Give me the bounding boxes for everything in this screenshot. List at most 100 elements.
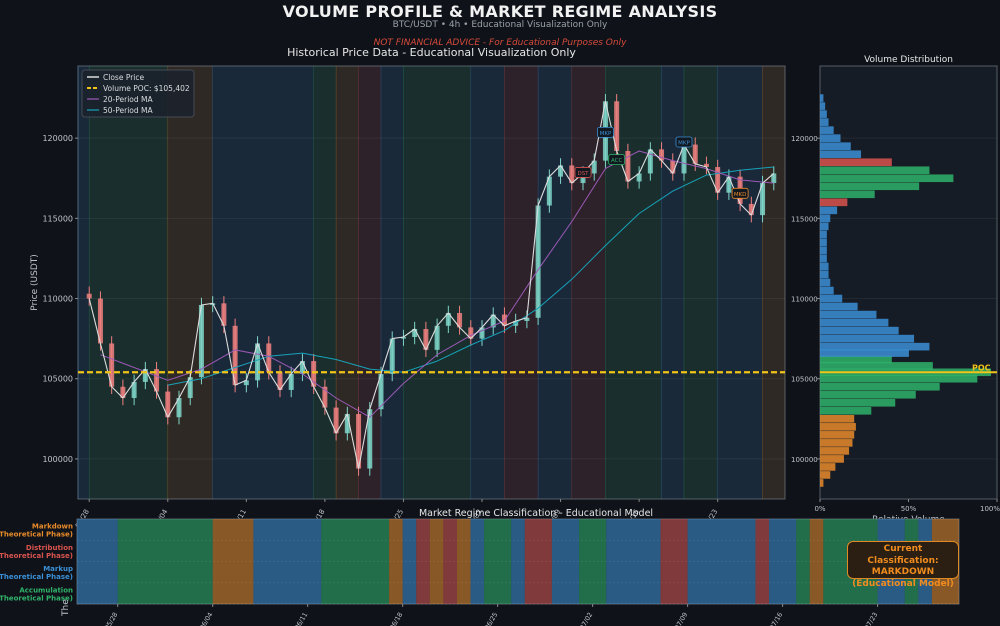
candle-body xyxy=(198,304,204,378)
price-panel-title: Historical Price Data - Educational Visu… xyxy=(287,46,576,59)
price-legend: Close Price Volume POC: $105,402 20-Period… xyxy=(81,69,195,118)
regime-segment-distribution xyxy=(416,519,430,604)
price-ytick-label: 100000 xyxy=(42,455,73,464)
regime-category-label: Theoretical Phase) xyxy=(0,552,73,560)
volume-bar xyxy=(820,270,829,279)
regime-segment-accumulation xyxy=(579,519,607,604)
regime-band-accumulation xyxy=(403,66,471,499)
legend-box xyxy=(81,69,195,118)
candle-body xyxy=(277,372,283,390)
candle-body xyxy=(412,329,418,338)
regime-segment-markup xyxy=(687,519,756,604)
candle-body xyxy=(176,397,182,418)
regime-band-markup xyxy=(661,66,684,499)
legend-entry: 20-Period MA xyxy=(103,95,153,104)
volume-bar xyxy=(820,230,827,239)
annotation-box xyxy=(675,136,693,148)
volume-bar xyxy=(820,439,853,447)
candle-body xyxy=(726,176,732,193)
volume-panel-title: Volume Distribution xyxy=(864,55,953,65)
volume-bar xyxy=(820,94,824,102)
volume-bar xyxy=(820,390,916,399)
badge-line-1: Current Classification: xyxy=(867,544,939,566)
volume-ytick-label: 100000 xyxy=(791,456,818,464)
annotation-acc: ACC xyxy=(608,154,626,166)
candle-body xyxy=(692,144,698,164)
annotation-box xyxy=(574,167,592,178)
candle-body xyxy=(580,173,586,184)
volume-bar xyxy=(820,406,872,415)
candle-body xyxy=(434,325,440,350)
volume-bar xyxy=(820,126,834,134)
legend-entry: Close Price xyxy=(103,73,144,82)
candle-body xyxy=(636,173,642,182)
regime-segment-accumulation xyxy=(321,519,390,604)
volume-bar xyxy=(820,142,851,150)
candle-body xyxy=(109,343,115,387)
regime-xtick-label: 07/16 xyxy=(768,611,784,626)
volume-bar xyxy=(820,166,930,175)
volume-bar xyxy=(820,118,829,126)
candle-body xyxy=(659,149,665,161)
candle-body xyxy=(165,391,171,418)
candle-body xyxy=(715,167,721,193)
badge-line-2: MARKDOWN xyxy=(871,567,935,577)
candle-body xyxy=(681,144,687,174)
volume-bar xyxy=(820,398,896,407)
volume-bar xyxy=(820,479,824,487)
regime-xtick-label: 07/09 xyxy=(673,611,689,626)
candle-body xyxy=(490,314,496,328)
candle-body xyxy=(311,361,317,387)
candle-body xyxy=(243,380,249,386)
chart-title: VOLUME PROFILE & MARKET REGIME ANALYSIS xyxy=(282,2,718,21)
candle-body xyxy=(344,414,350,434)
regime-xtick-label: 07/23 xyxy=(863,611,879,626)
regime-segment-markdown xyxy=(429,519,444,604)
volume-bar xyxy=(820,214,831,223)
regime-segment-accumulation xyxy=(796,519,810,604)
regime-segment-distribution xyxy=(524,519,552,604)
candle-body xyxy=(142,369,148,382)
candle-body xyxy=(187,377,193,398)
regime-band-markdown xyxy=(336,66,359,499)
volume-bar xyxy=(820,382,940,391)
candle-body xyxy=(535,205,541,318)
annotation-label: MKD xyxy=(734,192,747,198)
volume-bar xyxy=(820,206,838,215)
regime-band-markup xyxy=(717,66,763,499)
candle-body xyxy=(389,338,395,374)
close-price-line xyxy=(88,100,775,470)
volume-bar xyxy=(820,463,836,471)
volume-bar xyxy=(820,222,829,231)
candle-body xyxy=(367,409,373,469)
candle-body xyxy=(154,369,160,392)
regime-segment-markdown xyxy=(809,519,824,604)
volume-bar xyxy=(820,246,827,255)
current-classification-badge: Current Classification: MARKDOWN (Educat… xyxy=(847,541,959,589)
regime-xtick-label: 07/02 xyxy=(578,611,594,626)
regime-band-markup xyxy=(212,66,314,499)
annotation-mkp: MKP xyxy=(675,136,693,148)
volume-ytick-label: 110000 xyxy=(791,296,818,304)
regime-band-accumulation xyxy=(89,66,168,499)
regime-category-label: Theoretical Phase) xyxy=(0,573,73,581)
regime-segment-markdown xyxy=(389,519,403,604)
regime-category-label: Distribution xyxy=(26,544,73,552)
candle-body xyxy=(558,165,564,177)
regime-band-markup xyxy=(78,66,90,499)
regime-band-distribution xyxy=(504,66,539,499)
regime-segment-markup xyxy=(253,519,322,604)
volume-ytick-label: 105000 xyxy=(791,376,818,384)
volume-ytick-label: 115000 xyxy=(791,215,818,223)
regime-segment-distribution xyxy=(443,519,457,604)
price-ytick-label: 110000 xyxy=(42,295,73,304)
regime-band-accumulation xyxy=(684,66,718,499)
price-ytick-label: 105000 xyxy=(42,375,73,384)
regime-segment-distribution xyxy=(660,519,688,604)
volume-bar xyxy=(820,302,858,311)
candle-body xyxy=(445,312,451,326)
candle-body xyxy=(647,149,653,174)
volume-bar xyxy=(820,342,930,351)
regime-segment-markdown xyxy=(212,519,254,604)
annotation-box xyxy=(608,154,626,166)
